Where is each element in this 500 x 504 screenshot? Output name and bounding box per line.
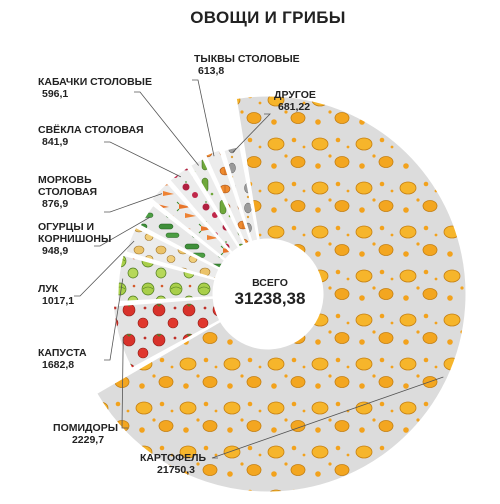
leader-carrot — [104, 193, 163, 213]
label-name-cucumber-2: КОРНИШОНЫ — [38, 233, 111, 245]
label-value-tomato: 2229,7 — [72, 434, 104, 446]
label-name-potato: КАРТОФЕЛЬ — [140, 452, 207, 464]
label-value-zucchini: 596,1 — [42, 88, 68, 100]
label-value-potato: 21750,3 — [157, 464, 195, 476]
label-value-beet: 841,9 — [42, 136, 68, 148]
leader-other — [232, 113, 271, 153]
leader-cucumber — [94, 217, 150, 247]
leader-onion — [74, 240, 135, 297]
leader-beet — [104, 141, 182, 178]
chart-title: ОВОЩИ И ГРИБЫ — [190, 8, 345, 27]
label-name-tomato: ПОМИДОРЫ — [53, 422, 118, 434]
slice-zucchini — [190, 158, 245, 248]
label-value-cabbage: 1682,8 — [42, 359, 74, 371]
label-name-beet: СВЁКЛА СТОЛОВАЯ — [38, 123, 144, 136]
slice-carrot — [151, 182, 232, 260]
label-value-carrot: 876,9 — [42, 198, 68, 210]
label-value-cucumber: 948,9 — [42, 245, 68, 257]
slice-potato — [96, 95, 467, 493]
slice-pumpkin — [205, 149, 252, 245]
total-label: ВСЕГО — [252, 277, 288, 289]
leader-tomato — [121, 336, 128, 429]
leader-zucchini — [134, 91, 199, 166]
label-name-carrot-1: МОРКОВЬ — [38, 174, 92, 186]
label-name-zucchini: КАБАЧКИ СТОЛОВЫЕ — [38, 76, 152, 88]
label-value-onion: 1017,1 — [42, 295, 74, 307]
label-name-cucumber-1: ОГУРЦЫ И — [38, 221, 94, 233]
label-name-cabbage: КАПУСТА — [38, 347, 87, 359]
slice-beet — [169, 166, 240, 254]
slice-other — [223, 146, 259, 243]
label-name-carrot-2: СТОЛОВАЯ — [38, 186, 97, 198]
label-value-other: 681,22 — [278, 101, 310, 113]
label-name-onion: ЛУК — [38, 283, 59, 295]
label-value-pumpkin: 613,8 — [198, 65, 224, 77]
slice-onion — [125, 226, 220, 279]
slice-tomato — [112, 297, 221, 369]
total-value: 31238,38 — [235, 289, 306, 308]
leader-cabbage — [104, 278, 124, 361]
label-name-other: ДРУГОЕ — [274, 89, 316, 101]
leader-potato — [211, 376, 444, 459]
leader-pumpkin — [192, 79, 215, 157]
slice-cucumber — [139, 204, 226, 269]
label-name-pumpkin: ТЫКВЫ СТОЛОВЫЕ — [194, 53, 300, 65]
slice-cabbage — [117, 254, 216, 302]
